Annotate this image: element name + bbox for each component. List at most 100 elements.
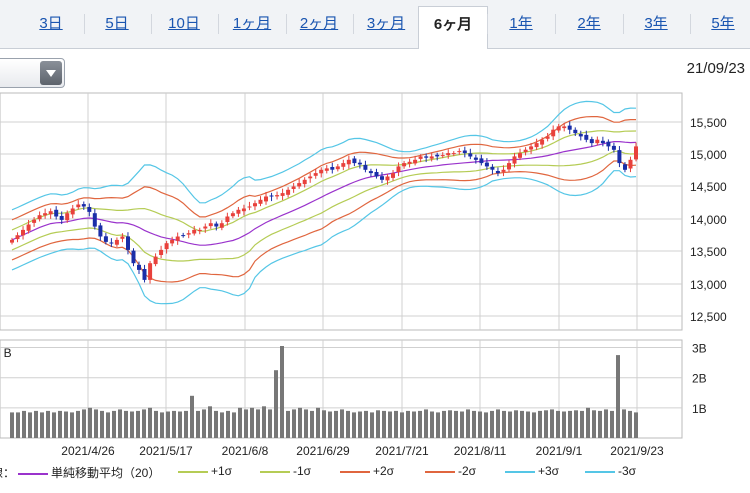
candle-body — [219, 223, 224, 228]
volume-bar — [334, 410, 338, 438]
legend-item: -2σ — [425, 464, 476, 478]
x-tick-label: 2021/9/23 — [610, 444, 664, 458]
volume-bar — [598, 410, 602, 438]
volume-bar — [520, 410, 524, 438]
candle-body — [479, 158, 484, 164]
volume-bar — [484, 412, 488, 438]
candle-body — [534, 143, 539, 148]
volume-bar — [424, 409, 428, 438]
tab-period-7[interactable]: 1年 — [509, 15, 533, 32]
volume-bar — [526, 411, 530, 438]
candle-body — [241, 208, 246, 212]
volume-bar — [220, 412, 224, 438]
volume-bar — [592, 410, 596, 438]
candle-body — [175, 236, 180, 241]
legend-line-swatch — [18, 472, 48, 475]
volume-bar — [556, 410, 560, 438]
tab-separator — [150, 14, 152, 34]
candle-body — [319, 169, 324, 174]
volume-bar — [634, 412, 638, 438]
volume-bar — [118, 409, 122, 438]
candle-body — [280, 193, 285, 196]
volume-bar — [304, 409, 308, 438]
volume-bar — [40, 412, 44, 438]
candle-body — [600, 140, 605, 144]
volume-bar — [382, 410, 386, 438]
legend-label: -3σ — [618, 464, 637, 478]
volume-bar — [418, 410, 422, 438]
volume-tick-label: 2B — [692, 372, 707, 386]
x-tick-label: 2021/5/17 — [139, 444, 193, 458]
candle-body — [192, 229, 197, 234]
candle-body — [208, 223, 213, 227]
candle-body — [495, 171, 500, 174]
volume-bar — [292, 409, 296, 438]
tab-period-4[interactable]: 2ヶ月 — [299, 15, 339, 32]
volume-bar — [358, 411, 362, 438]
candle-body — [253, 203, 257, 207]
candle-body — [43, 213, 48, 216]
candle-body — [435, 154, 440, 157]
bollinger-plus3-line — [11, 100, 637, 211]
candle-body — [65, 213, 70, 221]
volume-bar — [136, 410, 140, 438]
candle-body — [573, 129, 578, 134]
volume-bar — [400, 412, 404, 438]
candle-body — [109, 242, 114, 244]
tab-period-2[interactable]: 10日 — [168, 15, 200, 32]
candle-body — [275, 195, 280, 197]
candle-body — [556, 126, 561, 131]
candle-body — [545, 136, 550, 139]
candle-body — [48, 211, 53, 215]
tab-period-8[interactable]: 2年 — [577, 15, 601, 32]
candle-body — [617, 150, 622, 164]
volume-bar — [232, 412, 236, 438]
tab-period-0[interactable]: 3日 — [39, 15, 63, 32]
candle-body — [374, 172, 379, 177]
candle-body — [92, 213, 97, 227]
legend-line-swatch — [425, 470, 455, 473]
legend-item: -3σ — [585, 464, 636, 478]
candle-body — [76, 204, 81, 208]
tab-period-1[interactable]: 5日 — [105, 15, 129, 32]
candle-body — [623, 164, 627, 170]
candle-body — [148, 263, 153, 280]
candle-body — [26, 224, 31, 231]
candle-body — [286, 189, 291, 195]
volume-bar — [352, 412, 356, 438]
x-tick-label: 2021/4/26 — [61, 444, 115, 458]
volume-bar — [16, 412, 20, 438]
candle-body — [418, 156, 423, 159]
candle-body — [551, 129, 556, 137]
tab-period-3[interactable]: 1ヶ月 — [232, 15, 272, 32]
dropdown-button[interactable] — [40, 61, 62, 85]
volume-bar — [568, 410, 572, 438]
volume-bar — [364, 410, 368, 438]
tab-period-5[interactable]: 3ヶ月 — [366, 15, 406, 32]
candle-body — [324, 168, 329, 171]
tab-period-9[interactable]: 3年 — [644, 15, 668, 32]
legend-label: -1σ — [293, 464, 312, 478]
volume-bar — [502, 410, 506, 438]
volume-bar — [172, 410, 176, 438]
tab-period-6[interactable]: 6ヶ月 — [418, 6, 488, 49]
legend-label: 単純移動平均（20） — [51, 466, 161, 480]
volume-bar — [202, 409, 206, 438]
candle-body — [368, 171, 373, 174]
chart-date: 21/09/23 — [686, 60, 745, 77]
candle-body — [32, 219, 37, 223]
volume-bar — [58, 410, 62, 438]
volume-bar — [100, 410, 104, 438]
candle-body — [335, 166, 340, 170]
x-tick-label: 2021/6/8 — [222, 444, 269, 458]
candle-body — [247, 206, 252, 208]
volume-bar — [550, 409, 554, 438]
tab-separator — [486, 14, 488, 34]
indicator-dropdown[interactable] — [0, 58, 65, 88]
volume-bar — [142, 409, 146, 438]
tab-period-10[interactable]: 5年 — [711, 15, 735, 32]
volume-bar — [340, 409, 344, 438]
volume-bar — [190, 395, 194, 438]
chart-legend: 線： 単純移動平均（20） +1σ -1σ +2σ -2σ +3σ -3σ — [0, 460, 750, 484]
volume-bar — [238, 407, 242, 438]
